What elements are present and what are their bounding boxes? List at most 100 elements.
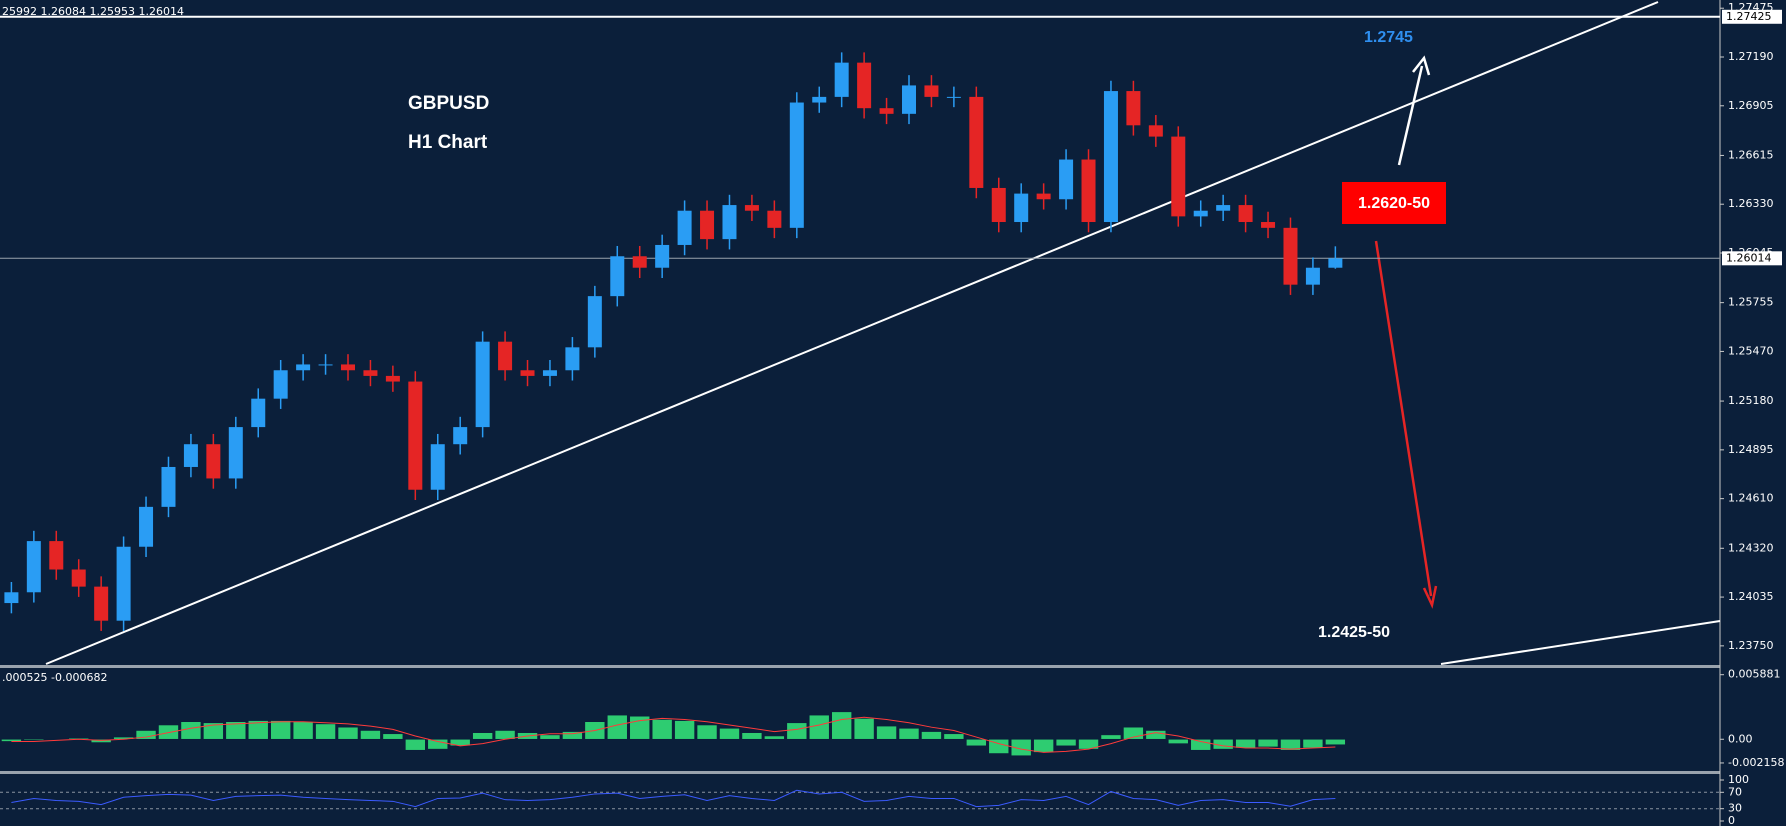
- macd-bar: [180, 721, 202, 740]
- candle-body: [1305, 267, 1320, 285]
- macd-bar: [270, 720, 291, 740]
- trendline: [1440, 620, 1721, 665]
- macd-header: .000525 -0.000682: [2, 671, 107, 684]
- candle-body: [49, 541, 64, 570]
- candle-body: [1283, 227, 1298, 285]
- macd-bar: [876, 725, 897, 740]
- price-label-box: [1722, 9, 1782, 24]
- macd-bar: [764, 735, 785, 740]
- candle-body: [273, 370, 288, 399]
- candle-body: [94, 586, 109, 621]
- y-tick-label: 1.25755: [1728, 296, 1774, 309]
- macd-bar: [674, 720, 695, 740]
- candle-body: [4, 592, 19, 604]
- macd-bar: [360, 730, 381, 740]
- candle-body: [902, 85, 916, 114]
- y-tick-label: 30: [1728, 802, 1742, 815]
- macd-bar: [1033, 738, 1054, 753]
- macd-bar: [898, 727, 920, 740]
- candle-body: [318, 364, 333, 366]
- macd-bar: [966, 738, 987, 747]
- timeframe-label: H1 Chart: [408, 132, 488, 153]
- candle-body: [1328, 258, 1343, 268]
- candle-body: [834, 62, 849, 97]
- candle-body: [139, 506, 154, 547]
- target-box: [1342, 182, 1446, 224]
- candle-body: [251, 398, 266, 428]
- macd-bar: [562, 731, 583, 740]
- macd-bar: [921, 731, 942, 740]
- candle-body: [655, 244, 670, 268]
- candle-body: [520, 370, 535, 376]
- candle-body: [71, 569, 86, 587]
- y-tick-label: 1.25470: [1728, 344, 1774, 357]
- macd-bar: [1055, 738, 1077, 747]
- candle-body: [363, 370, 378, 376]
- arrow-head: [1412, 55, 1431, 76]
- price-label-box: [1722, 251, 1782, 266]
- y-tick-label: 1.24895: [1728, 443, 1774, 456]
- y-tick-label: 1.24035: [1728, 590, 1774, 603]
- candle-body: [1126, 91, 1141, 126]
- macd-bar: [405, 738, 426, 751]
- macd-bar: [786, 722, 808, 740]
- target-up: 1.2745: [1364, 29, 1413, 46]
- macd-bar: [203, 722, 224, 740]
- candle-body: [700, 210, 715, 240]
- macd-bar: [1257, 738, 1279, 748]
- macd-bar: [853, 718, 875, 740]
- y-tick-label: 1.26905: [1728, 99, 1774, 112]
- macd-bar: [831, 711, 852, 740]
- candle-body: [161, 466, 176, 507]
- macd-bar: [225, 721, 247, 740]
- candle-body: [430, 444, 445, 490]
- candle-body: [857, 62, 872, 109]
- macd-bar: [1190, 738, 1212, 751]
- symbol-label: GBPUSD: [408, 93, 489, 114]
- candle-body: [1148, 125, 1163, 137]
- ohlc-header: 25992 1.26084 1.25953 1.26014: [2, 5, 184, 18]
- macd-bar: [1325, 738, 1346, 746]
- candle-body: [542, 370, 557, 376]
- y-tick-label: 0: [1728, 814, 1735, 826]
- y-tick-label: 0.00: [1728, 732, 1753, 745]
- candle-body: [385, 375, 400, 382]
- candle-body: [879, 108, 894, 114]
- candle-body: [228, 427, 243, 479]
- macd-bar: [943, 733, 965, 740]
- macd-bar: [651, 719, 673, 740]
- candle-body: [946, 96, 961, 98]
- candle-body: [206, 444, 221, 479]
- macd-bar: [427, 738, 449, 750]
- macd-bar: [1010, 738, 1032, 757]
- panel-separator: [0, 771, 1720, 774]
- macd-bar: [382, 733, 404, 740]
- candle-body: [26, 541, 41, 593]
- macd-bar: [696, 724, 718, 740]
- candle-body: [1014, 193, 1029, 223]
- candle-body: [498, 341, 513, 371]
- candle-body: [1081, 159, 1096, 223]
- y-tick-label: 0.005881: [1728, 668, 1781, 681]
- candle-body: [475, 341, 490, 428]
- y-tick-label: 100: [1728, 773, 1749, 786]
- macd-bar: [1302, 738, 1324, 749]
- trendline: [45, 1, 1659, 665]
- candle-body: [610, 256, 625, 297]
- macd-bar: [158, 724, 179, 740]
- macd-bar: [808, 714, 830, 740]
- candle-body: [341, 364, 355, 371]
- candle-body: [744, 205, 759, 211]
- candle-body: [408, 381, 423, 490]
- candle-body: [183, 444, 198, 467]
- macd-bar: [741, 732, 763, 740]
- panel-separator: [0, 665, 1720, 668]
- candle-body: [1216, 205, 1231, 211]
- arrow-up: [1397, 65, 1424, 166]
- price-label: 1.27425: [1726, 10, 1772, 23]
- candle-body: [722, 205, 737, 240]
- y-tick-label: 1.26330: [1728, 197, 1774, 210]
- y-tick-label: 1.27190: [1728, 50, 1774, 63]
